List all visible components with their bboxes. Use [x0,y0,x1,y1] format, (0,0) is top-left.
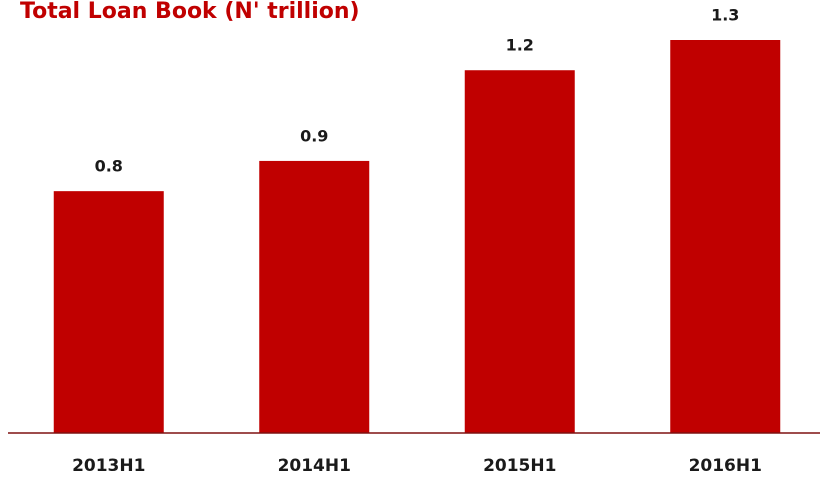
chart-title: Total Loan Book (N' trillion) [20,0,360,24]
data-label: 0.9 [300,126,328,145]
x-tick-label: 2015H1 [483,456,556,476]
data-label: 0.8 [95,157,123,176]
bar [259,160,370,433]
bar [464,70,575,433]
data-label: 1.3 [711,6,739,25]
bar [670,40,781,433]
data-label: 1.2 [506,36,534,55]
x-tick-label: 2016H1 [689,456,762,476]
x-tick-label: 2013H1 [72,456,145,476]
bar [53,191,164,433]
x-tick-label: 2014H1 [278,456,351,476]
